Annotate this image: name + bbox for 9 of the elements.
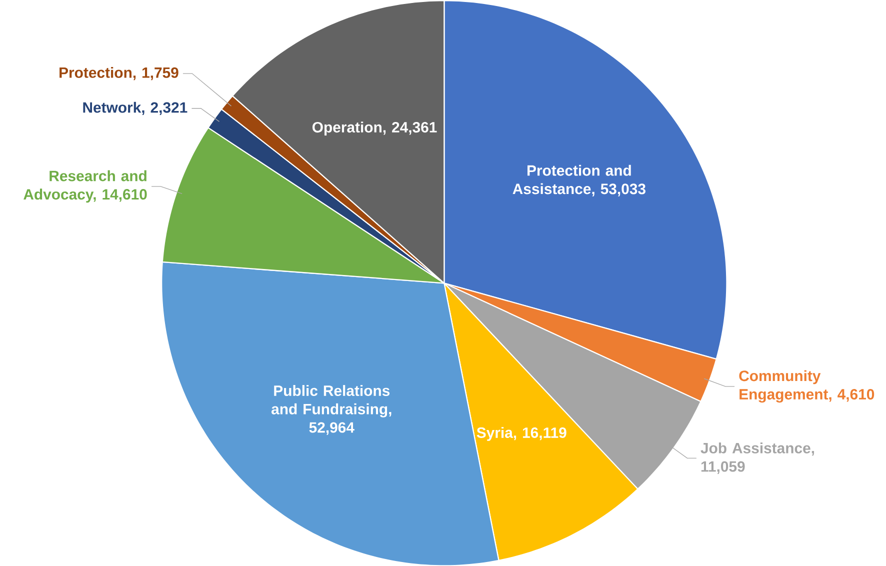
slice-label: Syria, 16,119	[476, 426, 566, 441]
slice-label: Job Assistance, 11,059	[700, 442, 814, 474]
slice-label: Operation, 24,361	[312, 121, 437, 136]
slice-label: Protection and Assistance, 53,033	[512, 164, 646, 196]
slice-label: Network, 2,321	[83, 102, 188, 115]
slice-label: Community Engagement, 4,610	[739, 370, 874, 402]
slice-label: Protection, 1,759	[60, 66, 178, 80]
slice-label: Public Relations and Fundraising, 52,964	[272, 384, 392, 435]
slice-label: Research and Advocacy, 14,610	[24, 170, 147, 202]
